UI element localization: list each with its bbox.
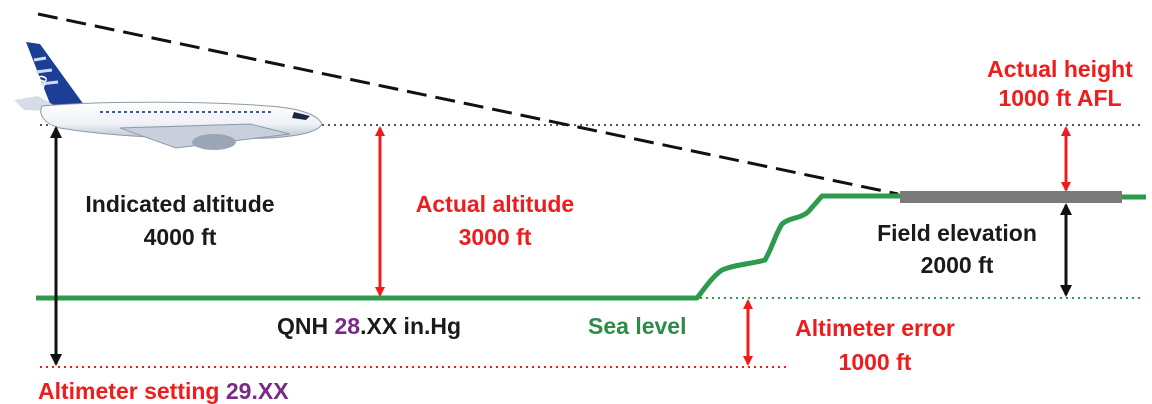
aircraft-icon: A320 — [14, 42, 323, 150]
field-elevation-label-line1: Field elevation — [877, 220, 1037, 246]
altimeter-error-label-line2: 1000 ft — [839, 349, 912, 375]
altimeter-setting-prefix: Altimeter setting — [38, 378, 226, 404]
terrain-profile — [36, 193, 900, 301]
qnh-prefix: QNH — [277, 313, 335, 339]
qnh-suffix: .XX in.Hg — [360, 313, 461, 339]
altimeter-error-label-line1: Altimeter error — [795, 315, 955, 341]
actual-altitude-label-line1: Actual altitude — [416, 191, 574, 217]
field-elevation-label-line2: 2000 ft — [921, 252, 994, 278]
actual-height-label-line1: Actual height — [987, 56, 1133, 82]
actual-height-label-line2: 1000 ft AFL — [998, 85, 1121, 111]
indicated-altitude-label-line1: Indicated altitude — [85, 191, 274, 217]
altimeter-setting-value: 29.XX — [226, 378, 289, 404]
sea-level-label: Sea level — [588, 313, 686, 339]
runway — [900, 191, 1122, 203]
qnh-value: 28 — [335, 313, 361, 339]
actual-altitude-label-line2: 3000 ft — [459, 224, 532, 250]
qnh-label: QNH 28.XX in.Hg — [277, 313, 461, 339]
altimeter-setting-label: Altimeter setting 29.XX — [38, 378, 289, 404]
glide-path-line — [37, 12, 899, 196]
indicated-altitude-label-line2: 4000 ft — [144, 224, 217, 250]
